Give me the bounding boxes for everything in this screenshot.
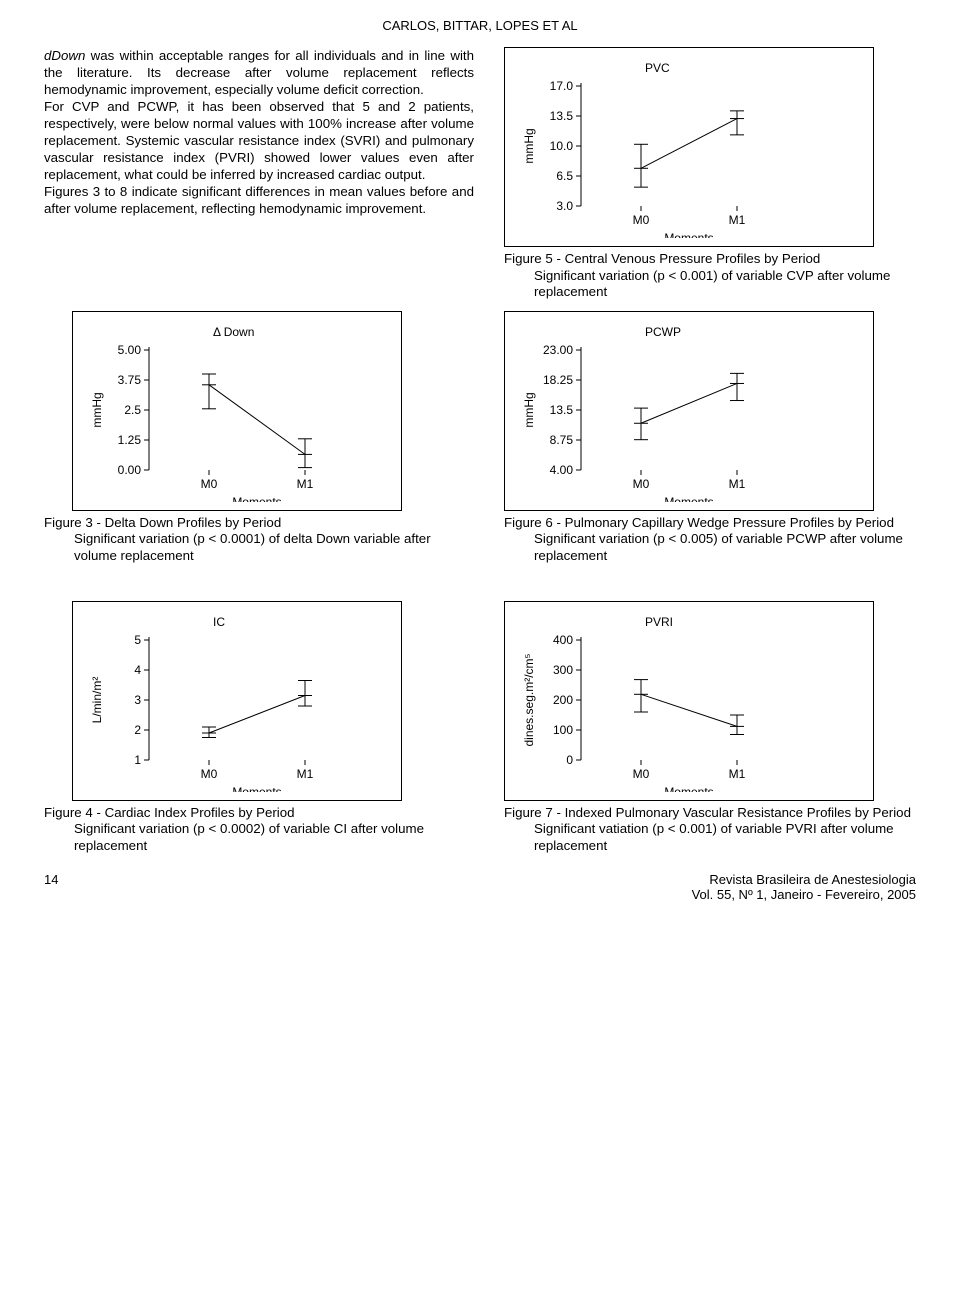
svg-text:2.5: 2.5 [124,403,141,417]
figure-3-caption-b: Significant variation (p < 0.0001) of de… [44,531,474,564]
svg-text:5: 5 [134,633,141,647]
svg-text:3: 3 [134,693,141,707]
para-first-word: dDown [44,48,85,63]
figure-4-caption-a: Figure 4 - Cardiac Index Profiles by Per… [44,805,295,820]
svg-text:PVRI: PVRI [645,615,673,629]
figure-7-chart: PVRI 0 100 200 300 400 dines.seg.m²/cm⁵ M0 M1 Mom… [504,601,874,801]
svg-text:2: 2 [134,723,141,737]
svg-text:10.0: 10.0 [550,139,574,153]
figure-5-caption: Figure 5 - Central Venous Pressure Profi… [504,251,916,301]
svg-text:4.00: 4.00 [550,463,574,477]
figure-5-caption-a: Figure 5 - Central Venous Pressure Profi… [504,251,820,266]
svg-text:1.25: 1.25 [118,433,142,447]
svg-text:PVC: PVC [645,61,670,75]
journal-title: Revista Brasileira de Anestesiologia [692,872,916,887]
figure-4-caption: Figure 4 - Cardiac Index Profiles by Per… [44,805,474,855]
svg-text:6.5: 6.5 [556,169,573,183]
svg-text:13.5: 13.5 [550,403,574,417]
svg-text:3.0: 3.0 [556,199,573,213]
figure-6-caption: Figure 6 - Pulmonary Capillary Wedge Pre… [504,515,916,565]
figure-5-chart: PVC 3.0 6.5 10.0 13.5 17.0 mmHg M0 M1 Moments [504,47,874,247]
svg-text:mmHg: mmHg [522,392,536,427]
svg-text:PCWP: PCWP [645,325,681,339]
page-header: CARLOS, BITTAR, LOPES ET AL [44,18,916,33]
figure-3-chart: Δ Down 0.00 1.25 2.5 3.75 5.00 mmHg M0 M1 Moments [72,311,402,511]
svg-text:13.5: 13.5 [550,109,574,123]
svg-text:200: 200 [553,693,573,707]
svg-text:0: 0 [566,753,573,767]
figure-6-caption-a: Figure 6 - Pulmonary Capillary Wedge Pre… [504,515,894,530]
figure-6-caption-b: Significant variation (p < 0.005) of var… [504,531,916,564]
figure-4-caption-b: Significant variation (p < 0.0002) of va… [44,821,474,854]
svg-text:M1: M1 [297,477,314,491]
svg-text:18.25: 18.25 [543,373,573,387]
svg-text:Δ Down: Δ Down [213,325,254,339]
svg-text:Moments: Moments [664,495,713,502]
page-number: 14 [44,872,58,902]
journal-issue: Vol. 55, Nº 1, Janeiro - Fevereiro, 2005 [692,887,916,902]
svg-text:1: 1 [134,753,141,767]
svg-text:4: 4 [134,663,141,677]
svg-text:3.75: 3.75 [118,373,142,387]
svg-text:mmHg: mmHg [90,392,104,427]
svg-text:0.00: 0.00 [118,463,142,477]
para-rest: was within acceptable ranges for all ind… [44,48,474,216]
page-footer: 14 Revista Brasileira de Anestesiologia … [44,872,916,902]
figure-6-chart: PCWP 4.00 8.75 13.5 18.25 23.00 mmHg M0 M1 Moment… [504,311,874,511]
figure-7-caption-a: Figure 7 - Indexed Pulmonary Vascular Re… [504,805,911,820]
figure-7-caption-b: Significant vatiation (p < 0.001) of var… [504,821,916,854]
svg-text:mmHg: mmHg [522,128,536,163]
svg-text:300: 300 [553,663,573,677]
svg-text:M1: M1 [729,477,746,491]
svg-text:IC: IC [213,615,225,629]
svg-text:Moments: Moments [664,231,713,238]
svg-text:8.75: 8.75 [550,433,574,447]
svg-text:M0: M0 [201,477,218,491]
svg-text:17.0: 17.0 [550,79,574,93]
figure-5-caption-b: Significant variation (p < 0.001) of var… [504,268,916,301]
svg-text:Moments: Moments [232,785,281,792]
svg-text:M1: M1 [729,767,746,781]
svg-text:23.00: 23.00 [543,343,573,357]
svg-text:5.00: 5.00 [118,343,142,357]
body-paragraph: dDown was within acceptable ranges for a… [44,47,474,301]
svg-text:dines.seg.m²/cm⁵: dines.seg.m²/cm⁵ [522,653,536,746]
svg-text:400: 400 [553,633,573,647]
svg-text:100: 100 [553,723,573,737]
svg-text:L/min/m²: L/min/m² [90,676,104,723]
svg-text:Moments: Moments [664,785,713,792]
svg-text:M0: M0 [633,213,650,227]
figure-3-caption-a: Figure 3 - Delta Down Profiles by Period [44,515,281,530]
svg-text:M0: M0 [633,477,650,491]
figure-3-caption: Figure 3 - Delta Down Profiles by Period… [44,515,474,565]
svg-text:M1: M1 [297,767,314,781]
figure-7-caption: Figure 7 - Indexed Pulmonary Vascular Re… [504,805,916,855]
figure-4-chart: IC 1 2 3 4 5 L/min/m² M0 M1 Moments [72,601,402,801]
svg-text:Moments: Moments [232,495,281,502]
svg-text:M0: M0 [633,767,650,781]
svg-text:M0: M0 [201,767,218,781]
svg-text:M1: M1 [729,213,746,227]
